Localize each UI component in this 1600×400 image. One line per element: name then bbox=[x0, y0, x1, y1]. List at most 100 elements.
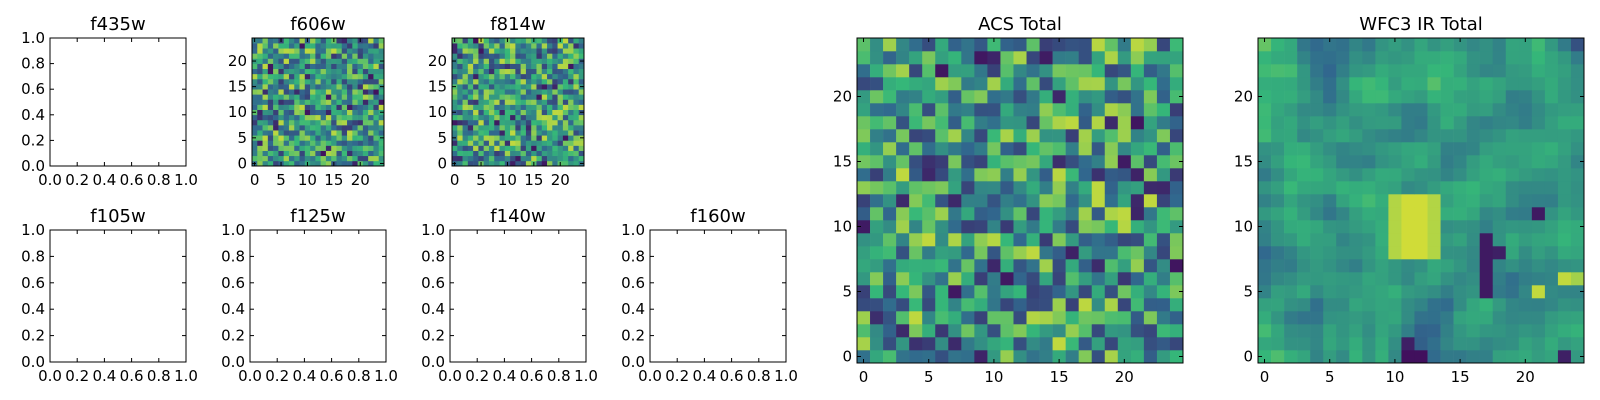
heatmap-cell bbox=[288, 63, 295, 70]
heatmap-cell bbox=[1284, 64, 1298, 78]
heatmap-cell bbox=[262, 48, 269, 54]
heatmap-cell bbox=[310, 119, 316, 126]
heatmap-cell bbox=[499, 68, 506, 75]
heatmap-cell bbox=[1271, 246, 1285, 260]
heatmap-cell bbox=[336, 94, 343, 100]
heatmap-cell bbox=[541, 38, 548, 44]
heatmap-cell bbox=[1336, 168, 1350, 182]
heatmap-cell bbox=[315, 94, 321, 100]
heatmap-cell bbox=[1518, 90, 1533, 104]
heatmap-cell bbox=[1440, 194, 1454, 208]
heatmap-cell bbox=[1518, 38, 1533, 52]
heatmap-cell bbox=[278, 84, 284, 90]
heatmap-cell bbox=[310, 114, 316, 121]
heatmap-cell bbox=[1284, 298, 1298, 312]
heatmap-cell bbox=[368, 58, 374, 64]
heatmap-cell bbox=[1440, 207, 1454, 221]
y-tick-label: 0.0 bbox=[21, 157, 45, 175]
heatmap-cell bbox=[462, 48, 469, 54]
heatmap-cell bbox=[1570, 324, 1585, 338]
heatmap-cell bbox=[562, 78, 569, 85]
x-tick-label: 0.0 bbox=[38, 367, 62, 385]
heatmap-cell bbox=[1143, 233, 1158, 247]
heatmap-cell bbox=[536, 38, 543, 44]
heatmap-cell bbox=[1518, 64, 1533, 78]
heatmap-cell bbox=[1000, 311, 1014, 325]
heatmap-cell bbox=[467, 84, 474, 90]
heatmap-cell bbox=[262, 130, 269, 136]
heatmap-cell bbox=[578, 48, 585, 54]
heatmap-cell bbox=[499, 109, 506, 116]
heatmap-cell bbox=[362, 99, 369, 105]
heatmap-cell bbox=[341, 99, 348, 105]
heatmap-cell bbox=[1143, 181, 1158, 195]
heatmap-cell bbox=[922, 51, 936, 65]
heatmap-cell bbox=[288, 89, 295, 95]
heatmap-cell bbox=[1052, 103, 1066, 117]
heatmap-cell bbox=[1570, 64, 1585, 78]
heatmap-cell bbox=[541, 84, 548, 90]
heatmap-cell bbox=[922, 168, 936, 182]
heatmap-cell bbox=[573, 150, 580, 157]
heatmap-cell bbox=[578, 114, 585, 121]
heatmap-cell bbox=[520, 130, 527, 136]
heatmap-cell bbox=[362, 114, 369, 121]
heatmap-cell bbox=[252, 94, 258, 100]
heatmap-cell bbox=[273, 125, 279, 131]
heatmap-cell bbox=[1091, 337, 1106, 351]
heatmap-cell bbox=[857, 207, 871, 221]
heatmap-cell bbox=[1414, 246, 1428, 260]
heatmap-cell bbox=[1091, 129, 1106, 143]
heatmap-cell bbox=[987, 38, 1001, 52]
heatmap-cell bbox=[1453, 181, 1467, 195]
heatmap-cell bbox=[987, 90, 1001, 104]
heatmap-cell bbox=[452, 150, 458, 157]
heatmap-cell bbox=[1427, 116, 1441, 130]
heatmap-cell bbox=[1466, 220, 1480, 234]
heatmap-cell bbox=[1271, 220, 1285, 234]
heatmap-cell bbox=[578, 89, 585, 95]
heatmap-cell bbox=[304, 109, 311, 116]
heatmap-cell bbox=[457, 89, 463, 95]
heatmap-cell bbox=[1505, 324, 1520, 338]
heatmap-cell bbox=[922, 142, 936, 156]
heatmap-cell bbox=[557, 94, 564, 100]
heatmap-cell bbox=[1388, 233, 1402, 247]
heatmap-cell bbox=[483, 119, 490, 126]
heatmap-cell bbox=[1414, 181, 1428, 195]
heatmap-cell bbox=[452, 78, 458, 85]
heatmap-cell bbox=[1026, 350, 1040, 364]
heatmap-cell bbox=[1401, 129, 1415, 143]
heatmap-cell bbox=[378, 38, 385, 44]
heatmap-cell bbox=[1544, 38, 1559, 52]
heatmap-cell bbox=[488, 114, 495, 121]
heatmap-cell bbox=[288, 53, 295, 59]
heatmap-cell bbox=[1492, 168, 1507, 182]
heatmap-cell bbox=[336, 125, 343, 131]
heatmap-cell bbox=[1375, 337, 1389, 351]
heatmap-cell bbox=[1117, 116, 1132, 130]
heatmap-cell bbox=[257, 78, 263, 85]
heatmap-cell bbox=[1336, 337, 1350, 351]
heatmap-cell bbox=[1505, 181, 1520, 195]
heatmap-cell bbox=[310, 78, 316, 85]
heatmap-cell bbox=[1505, 103, 1520, 117]
y-tick-label: 0.8 bbox=[421, 247, 445, 265]
heatmap-cell bbox=[1427, 155, 1441, 169]
heatmap-cell bbox=[478, 104, 484, 110]
heatmap-cell bbox=[467, 130, 474, 136]
heatmap-cell bbox=[1052, 311, 1066, 325]
heatmap-cell bbox=[1258, 285, 1272, 299]
heatmap-cell bbox=[531, 94, 537, 100]
heatmap-cell bbox=[352, 135, 358, 141]
heatmap-cell bbox=[552, 135, 558, 141]
heatmap-cell bbox=[325, 63, 332, 70]
heatmap-cell bbox=[304, 43, 311, 49]
heatmap-cell bbox=[896, 51, 910, 65]
heatmap-cell bbox=[1401, 194, 1415, 208]
heatmap-cell bbox=[488, 63, 495, 70]
heatmap-cell bbox=[1271, 168, 1285, 182]
heatmap-cell bbox=[1401, 51, 1415, 65]
heatmap-cell bbox=[310, 58, 316, 64]
heatmap-cell bbox=[935, 233, 949, 247]
